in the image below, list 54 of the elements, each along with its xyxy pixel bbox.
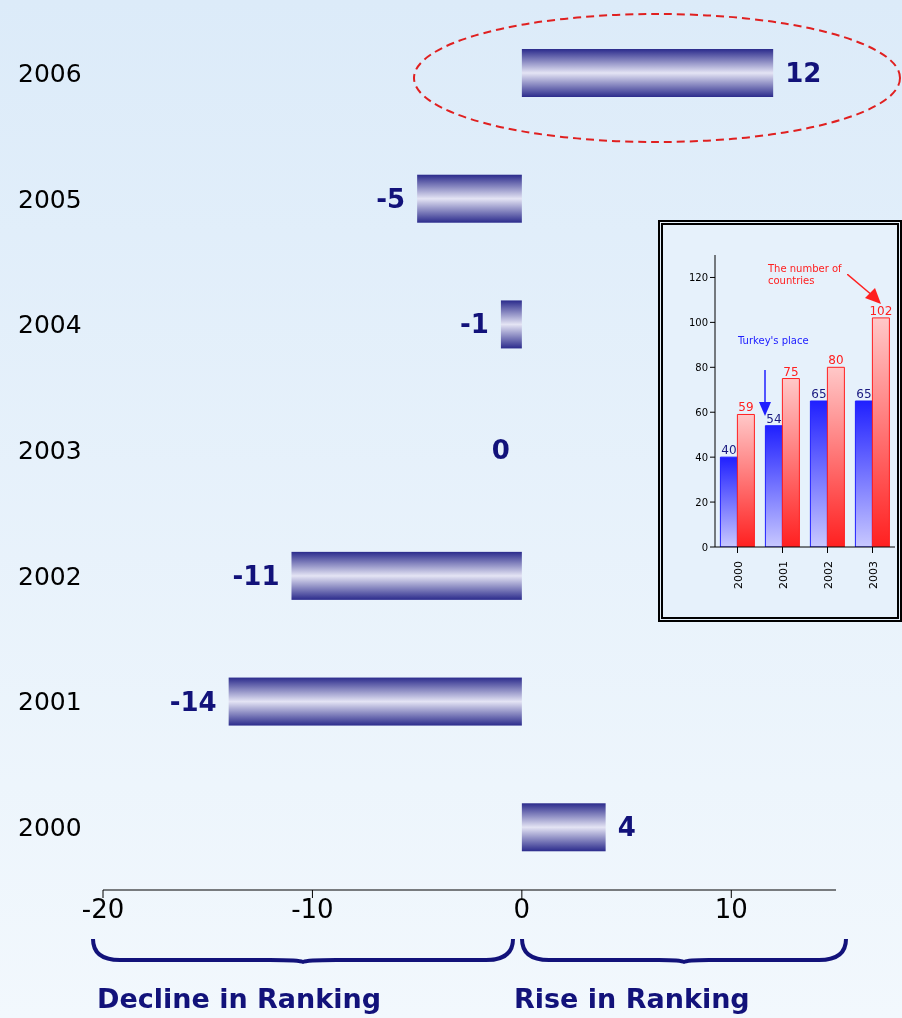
data-label: 65 (811, 387, 827, 401)
bar (417, 174, 522, 223)
y-tick-label: 60 (695, 406, 708, 418)
bar (781, 378, 800, 547)
data-label: 65 (856, 387, 872, 401)
data-label: 80 (828, 353, 844, 368)
bar (736, 413, 755, 547)
data-label: -11 (232, 560, 280, 591)
y-tick-label: 2005 (18, 184, 82, 214)
x-tick-label: 0 (513, 894, 531, 925)
y-tick-label: 2000 (18, 813, 82, 843)
y-tick-label: 80 (695, 361, 708, 373)
data-label: 54 (766, 411, 782, 426)
data-label: -14 (169, 686, 217, 717)
x-tick-label: 2000 (731, 561, 745, 589)
data-label: 40 (721, 443, 737, 458)
bar (500, 300, 522, 349)
data-label: 59 (738, 400, 754, 415)
y-tick-label: 40 (695, 451, 708, 463)
x-tick-label: -20 (81, 894, 125, 925)
x-tick-label: 2003 (866, 561, 880, 589)
bar (764, 425, 783, 547)
data-label: 75 (783, 364, 799, 379)
data-label: 0 (491, 435, 510, 466)
bar (826, 366, 845, 547)
x-tick-label: 10 (714, 894, 748, 925)
y-tick-label: 2006 (18, 58, 82, 88)
text: Rise in Ranking (514, 983, 750, 1014)
y-tick-label: 2004 (18, 310, 82, 340)
bar (228, 677, 522, 726)
data-label: 12 (785, 58, 822, 88)
y-tick-label: 120 (688, 272, 708, 284)
x-tick-label: 2001 (776, 561, 790, 589)
annotation: The number of countries (768, 263, 843, 287)
bar (521, 803, 606, 852)
y-tick-label: 0 (701, 541, 708, 553)
data-label: -5 (376, 183, 406, 214)
data-label: 102 (869, 303, 893, 318)
data-label: 4 (617, 812, 636, 843)
y-tick-label: 2003 (18, 436, 82, 465)
bar (719, 456, 738, 547)
bar (809, 400, 828, 547)
data-label: -1 (460, 309, 489, 340)
x-tick-label: -10 (291, 894, 334, 925)
y-tick-label: 2001 (18, 687, 82, 717)
bar (291, 551, 522, 600)
bar (521, 49, 774, 97)
text: Decline in Ranking (97, 983, 382, 1014)
x-tick-label: 2002 (821, 561, 835, 589)
y-tick-label: 100 (688, 316, 708, 328)
bar (854, 400, 873, 547)
y-tick-label: 20 (695, 496, 708, 508)
annotation: Turkey's place (738, 335, 810, 347)
bar (871, 317, 890, 547)
